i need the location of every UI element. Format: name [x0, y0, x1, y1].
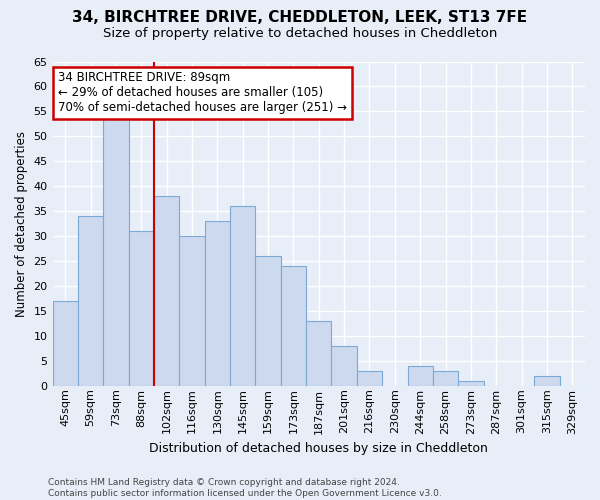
Bar	[281, 266, 306, 386]
Text: 34, BIRCHTREE DRIVE, CHEDDLETON, LEEK, ST13 7FE: 34, BIRCHTREE DRIVE, CHEDDLETON, LEEK, S…	[73, 10, 527, 25]
Y-axis label: Number of detached properties: Number of detached properties	[15, 130, 28, 316]
Bar	[407, 366, 433, 386]
Bar	[357, 371, 382, 386]
Bar	[205, 221, 230, 386]
Bar	[306, 321, 331, 386]
Bar	[534, 376, 560, 386]
Bar	[230, 206, 256, 386]
Bar	[103, 112, 128, 386]
Text: Contains HM Land Registry data © Crown copyright and database right 2024.
Contai: Contains HM Land Registry data © Crown c…	[48, 478, 442, 498]
Bar	[458, 381, 484, 386]
Bar	[78, 216, 103, 386]
Bar	[331, 346, 357, 386]
Bar	[154, 196, 179, 386]
Text: Size of property relative to detached houses in Cheddleton: Size of property relative to detached ho…	[103, 28, 497, 40]
Bar	[433, 371, 458, 386]
Bar	[179, 236, 205, 386]
Bar	[53, 301, 78, 386]
Bar	[128, 231, 154, 386]
X-axis label: Distribution of detached houses by size in Cheddleton: Distribution of detached houses by size …	[149, 442, 488, 455]
Bar	[256, 256, 281, 386]
Text: 34 BIRCHTREE DRIVE: 89sqm
← 29% of detached houses are smaller (105)
70% of semi: 34 BIRCHTREE DRIVE: 89sqm ← 29% of detac…	[58, 71, 347, 114]
